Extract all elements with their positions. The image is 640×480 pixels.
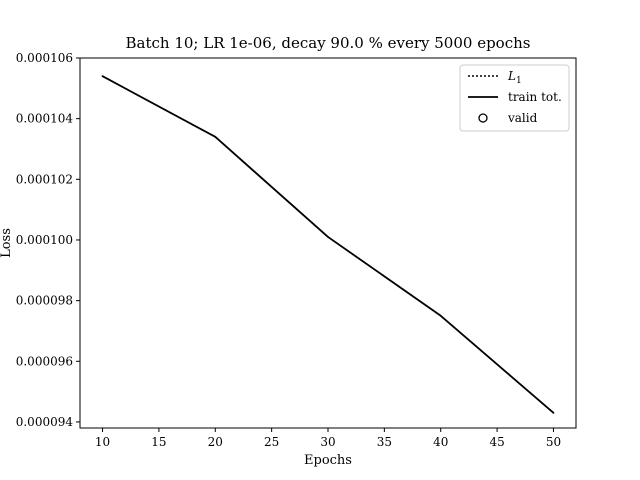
x-tick-label: 45 <box>489 435 504 449</box>
x-axis: 10 15 20 25 30 35 40 45 50 <box>95 428 561 449</box>
x-tick-label: 40 <box>433 435 448 449</box>
data-point <box>327 236 329 238</box>
legend-box <box>459 64 570 132</box>
x-tick-label: 10 <box>95 435 110 449</box>
y-tick-label: 0.000094 <box>16 415 74 429</box>
y-axis-label: Loss <box>0 228 14 258</box>
x-tick-label: 30 <box>320 435 335 449</box>
legend-label-valid: valid <box>507 111 538 125</box>
x-tick-label: 35 <box>377 435 392 449</box>
chart-title: Batch 10; LR 1e-06, decay 90.0 % every 5… <box>126 34 531 52</box>
y-tick-label: 0.000100 <box>16 233 73 247</box>
y-tick-label: 0.000096 <box>16 354 73 368</box>
data-point <box>552 411 555 414</box>
y-axis: 0.000094 0.000096 0.000098 0.000100 0.000102… <box>16 51 80 429</box>
y-tick-label: 0.000104 <box>16 112 74 126</box>
data-point <box>214 135 217 138</box>
legend: L1 train tot. valid <box>459 64 570 132</box>
x-tick-label: 20 <box>208 435 223 449</box>
y-tick-label: 0.000106 <box>16 51 73 65</box>
legend-circle-marker-icon <box>478 113 488 123</box>
legend-label-train-tot: train tot. <box>508 90 562 104</box>
x-axis-label: Epochs <box>304 453 352 468</box>
y-tick-label: 0.000098 <box>16 294 73 308</box>
series-layer <box>101 75 555 414</box>
data-point <box>439 314 442 317</box>
x-tick-label: 25 <box>264 435 279 449</box>
data-point <box>101 75 104 78</box>
legend-label-l1: L1 <box>507 69 522 86</box>
y-tick-label: 0.000102 <box>16 172 73 186</box>
x-tick-label: 50 <box>546 435 561 449</box>
x-tick-label: 15 <box>151 435 166 449</box>
